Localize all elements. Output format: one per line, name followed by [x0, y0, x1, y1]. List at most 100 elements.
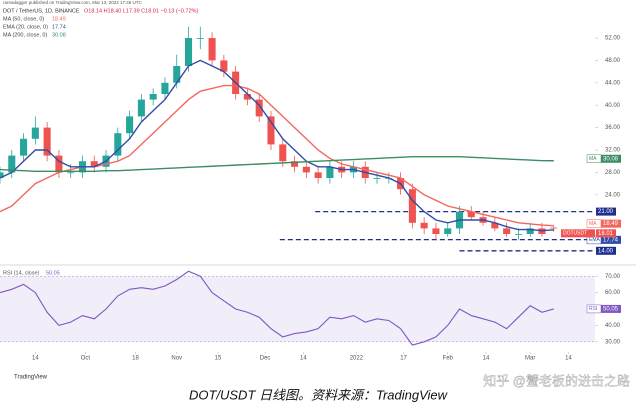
ma-tag: EMA: [589, 237, 601, 243]
candle-body: [420, 222, 428, 229]
chart-bg: [0, 0, 636, 372]
y-tick-label: 24.00: [605, 192, 621, 198]
candle-body: [90, 161, 98, 167]
legend-name: MA (200, close, 0): [3, 32, 47, 38]
y-tick-label: 52.00: [605, 36, 621, 42]
candle-body: [255, 99, 263, 117]
candle-body: [0, 172, 4, 178]
x-tick-label: Mar: [525, 356, 535, 362]
rsi-tag: RSI: [589, 306, 597, 312]
candle-body: [444, 228, 452, 234]
candle-body: [220, 60, 228, 72]
price-badge: [596, 229, 616, 238]
candle-body: [279, 144, 287, 162]
ma-tag: MA: [589, 156, 597, 162]
ma-line: [0, 156, 554, 172]
candle-body: [314, 172, 322, 178]
x-tick-label: 15: [215, 356, 222, 362]
ma-line: [0, 59, 554, 232]
x-tick-label: 18: [132, 356, 139, 362]
legend-name: EMA (20, close, 0): [3, 24, 48, 30]
y-tick-label: 28.00: [605, 170, 621, 176]
candle-body: [126, 116, 134, 134]
candle-body: [161, 82, 169, 94]
y-tick-label: 36.00: [605, 125, 621, 131]
ma-badge: [601, 235, 621, 244]
ma-badge: [601, 219, 621, 228]
y-tick-label: 48.00: [605, 58, 621, 64]
candle-body: [267, 116, 275, 145]
candle-body: [408, 189, 416, 223]
ma-tag: MA: [589, 221, 597, 227]
rsi-band: [0, 276, 595, 342]
x-tick-label: Nov: [171, 356, 182, 362]
candle-body: [137, 99, 145, 117]
rsi-tick-label: 60.00: [605, 290, 621, 296]
ma-label: 17.74: [603, 237, 619, 243]
level-label: 14.00: [598, 248, 614, 254]
y-tick-label: 40.00: [605, 103, 621, 109]
x-tick-label: Oct: [81, 356, 91, 362]
logo: TradingView: [14, 375, 48, 381]
legend-value: 17.74: [52, 24, 66, 30]
candle-body: [55, 155, 63, 173]
candle-body: [8, 155, 16, 173]
candle-body: [491, 222, 499, 229]
ohlc: O18.14 H18.40 L17.39 C18.01 −0.13 (−0.72…: [84, 8, 199, 14]
rsi-value: 50.05: [46, 270, 60, 276]
x-tick-label: Dec: [260, 356, 271, 362]
candle-body: [114, 133, 122, 156]
level-badge: [596, 246, 616, 255]
price-label: 18.01: [598, 231, 614, 237]
rsi-line: [0, 270, 554, 346]
candle-body: [514, 234, 522, 235]
legend-value: 30.08: [52, 32, 66, 38]
candle-body: [526, 228, 534, 234]
x-tick-label: 2022: [350, 356, 364, 362]
candle-body: [302, 166, 310, 173]
x-tick-label: 14: [565, 356, 572, 362]
symbol: DOT / TetherUS, 1D, BINANCE: [3, 8, 80, 14]
price-tag: DOTUSDT: [563, 231, 587, 237]
caption: DOT/USDT 日线图。资料来源：TradingView: [189, 387, 449, 402]
level-label: 21.00: [598, 209, 614, 215]
candle-body: [31, 127, 39, 139]
candle-body: [20, 138, 28, 156]
rsi-name: RSI (14, close): [3, 270, 40, 276]
candle-body: [196, 38, 204, 39]
legend-value: 18.49: [52, 16, 66, 22]
candle-body: [67, 172, 75, 174]
rsi-badge: [601, 304, 621, 313]
x-tick-label: 17: [400, 356, 407, 362]
rsi-badge-label: 50.05: [603, 306, 619, 312]
candle-body: [184, 38, 193, 66]
candle-body: [291, 161, 299, 167]
rsi-tick-label: 70.00: [605, 274, 621, 280]
candle-body: [43, 127, 51, 156]
candle-body: [373, 178, 381, 179]
price-badge-tag: [561, 229, 595, 238]
ma-label: 30.08: [603, 156, 619, 162]
ma-label: 18.49: [603, 221, 619, 227]
x-tick-label: Feb: [443, 356, 454, 362]
x-tick-label: 14: [300, 356, 307, 362]
rsi-tick-label: 40.00: [605, 323, 621, 329]
candle-body: [550, 227, 558, 229]
ma-badge: [601, 154, 621, 163]
candle-body: [432, 228, 440, 234]
x-tick-label: 14: [32, 356, 39, 362]
legend-name: MA (50, close, 0): [3, 16, 44, 22]
candle-body: [503, 228, 511, 234]
candle-body: [149, 94, 157, 100]
candle-body: [173, 66, 181, 83]
candle-body: [467, 211, 475, 218]
credit: rareadagger published on TradingView.com…: [3, 0, 143, 5]
level-badge: [596, 207, 616, 216]
candle-body: [326, 166, 334, 178]
y-tick-label: 44.00: [605, 80, 621, 86]
candle-body: [208, 38, 216, 61]
rsi-tick-label: 30.00: [605, 339, 621, 345]
y-tick-label: 32.00: [605, 148, 621, 154]
